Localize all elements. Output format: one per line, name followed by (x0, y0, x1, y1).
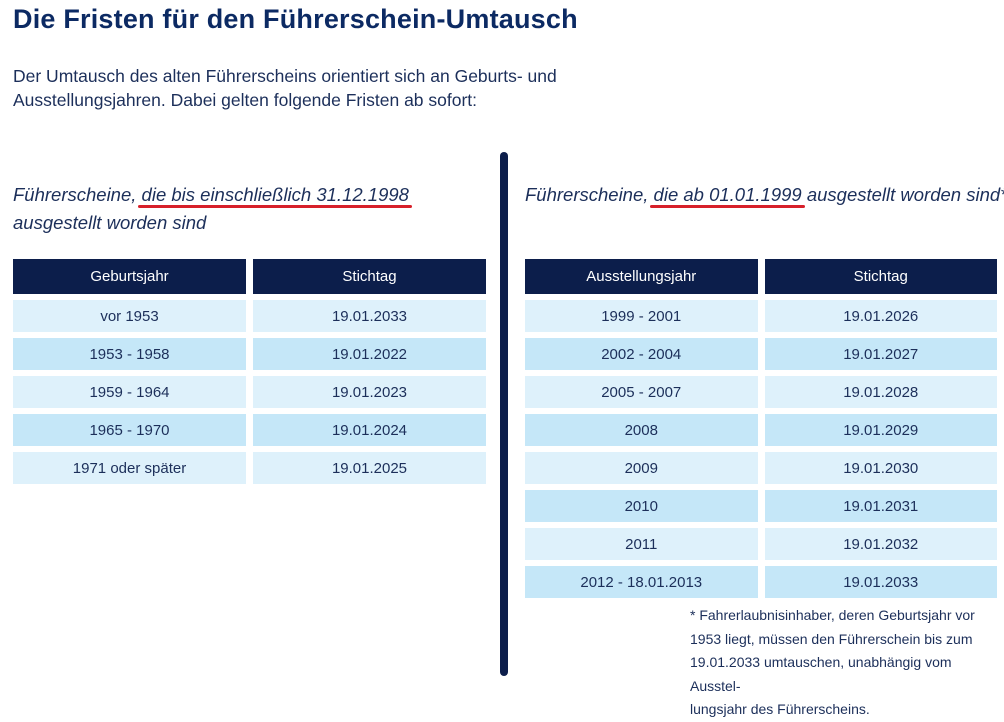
footnote-line: 1953 liegt, müssen den Führerschein bis … (690, 630, 973, 647)
table-row: 1953 - 1958 19.01.2022 (13, 338, 486, 370)
table-row: vor 1953 19.01.2033 (13, 300, 486, 332)
column-divider (500, 152, 508, 676)
table-cell: 19.01.2030 (764, 452, 997, 484)
table-cell: 1965 - 1970 (13, 414, 246, 446)
left-heading-suffix: ausgestellt worden sind (13, 212, 207, 233)
issue-year-table: Ausstellungsjahr Stichtag 1999 - 2001 19… (518, 253, 1004, 604)
column-header-stichtag: Stichtag (764, 259, 997, 294)
table-row: 2005 - 2007 19.01.2028 (525, 376, 997, 408)
table-cell: 19.01.2025 (253, 452, 486, 484)
table-cell: 19.01.2031 (764, 490, 997, 522)
table-cell: 19.01.2023 (253, 376, 486, 408)
table-cell: 2009 (525, 452, 758, 484)
table-cell: 2012 - 18.01.2013 (525, 566, 758, 598)
left-heading-prefix: Führerscheine, (13, 184, 142, 205)
left-heading-highlight: die bis einschließlich 31.12.1998 (141, 184, 409, 205)
footnote-line: * Fahrerlaubnisinhaber, deren Geburtsjah… (690, 607, 975, 623)
table-cell: 19.01.2026 (764, 300, 997, 332)
table-cell: 19.01.2024 (253, 414, 486, 446)
footnote-line: 19.01.2033 umtauschen, unabhängig vom Au… (690, 654, 952, 694)
column-header-geburtsjahr: Geburtsjahr (13, 259, 246, 294)
column-header-ausstellungsjahr: Ausstellungsjahr (525, 259, 758, 294)
table-cell: 19.01.2027 (764, 338, 997, 370)
table-row: 1971 oder später 19.01.2025 (13, 452, 486, 484)
table-cell: 19.01.2032 (764, 528, 997, 560)
footnote: * Fahrerlaubnisinhaber, deren Geburtsjah… (690, 604, 996, 722)
intro-text: Der Umtausch des alten Führerscheins ori… (13, 64, 613, 112)
right-heading: Führerscheine, die ab 01.01.1999 ausgest… (525, 181, 1004, 209)
table-row: 2008 19.01.2029 (525, 414, 997, 446)
table-cell: 1999 - 2001 (525, 300, 758, 332)
table-header-row: Ausstellungsjahr Stichtag (525, 259, 997, 294)
table-row: 2012 - 18.01.2013 19.01.2033 (525, 566, 997, 598)
right-heading-prefix: Führerscheine, (525, 184, 654, 205)
table-row: 1965 - 1970 19.01.2024 (13, 414, 486, 446)
left-heading: Führerscheine, die bis einschließlich 31… (13, 181, 483, 237)
table-row: 1999 - 2001 19.01.2026 (525, 300, 997, 332)
footnote-line: lungsjahr des Führerscheins. (690, 701, 870, 717)
table-cell: 19.01.2033 (253, 300, 486, 332)
table-cell: 19.01.2033 (764, 566, 997, 598)
page-title: Die Fristen für den Führerschein-Umtausc… (13, 4, 578, 34)
table-row: 2009 19.01.2030 (525, 452, 997, 484)
table-cell: 2008 (525, 414, 758, 446)
birth-year-table: Geburtsjahr Stichtag vor 1953 19.01.2033… (6, 253, 493, 490)
table-cell: 1953 - 1958 (13, 338, 246, 370)
table-cell: 2011 (525, 528, 758, 560)
right-heading-suffix: ausgestellt worden sind* (801, 184, 1004, 205)
intro-line-1: Der Umtausch des alten Führerscheins ori… (13, 66, 557, 86)
table-cell: 1959 - 1964 (13, 376, 246, 408)
right-heading-highlight: die ab 01.01.1999 (653, 184, 802, 205)
table-cell: 2002 - 2004 (525, 338, 758, 370)
table-cell: 1971 oder später (13, 452, 246, 484)
table-cell: vor 1953 (13, 300, 246, 332)
column-header-stichtag: Stichtag (253, 259, 486, 294)
table-cell: 19.01.2022 (253, 338, 486, 370)
table-row: 2002 - 2004 19.01.2027 (525, 338, 997, 370)
table-cell: 19.01.2028 (764, 376, 997, 408)
table-row: 2010 19.01.2031 (525, 490, 997, 522)
table-header-row: Geburtsjahr Stichtag (13, 259, 486, 294)
table-cell: 19.01.2029 (764, 414, 997, 446)
table-cell: 2010 (525, 490, 758, 522)
intro-line-2: Ausstellungsjahren. Dabei gelten folgend… (13, 90, 478, 110)
table-cell: 2005 - 2007 (525, 376, 758, 408)
table-row: 2011 19.01.2032 (525, 528, 997, 560)
table-row: 1959 - 1964 19.01.2023 (13, 376, 486, 408)
